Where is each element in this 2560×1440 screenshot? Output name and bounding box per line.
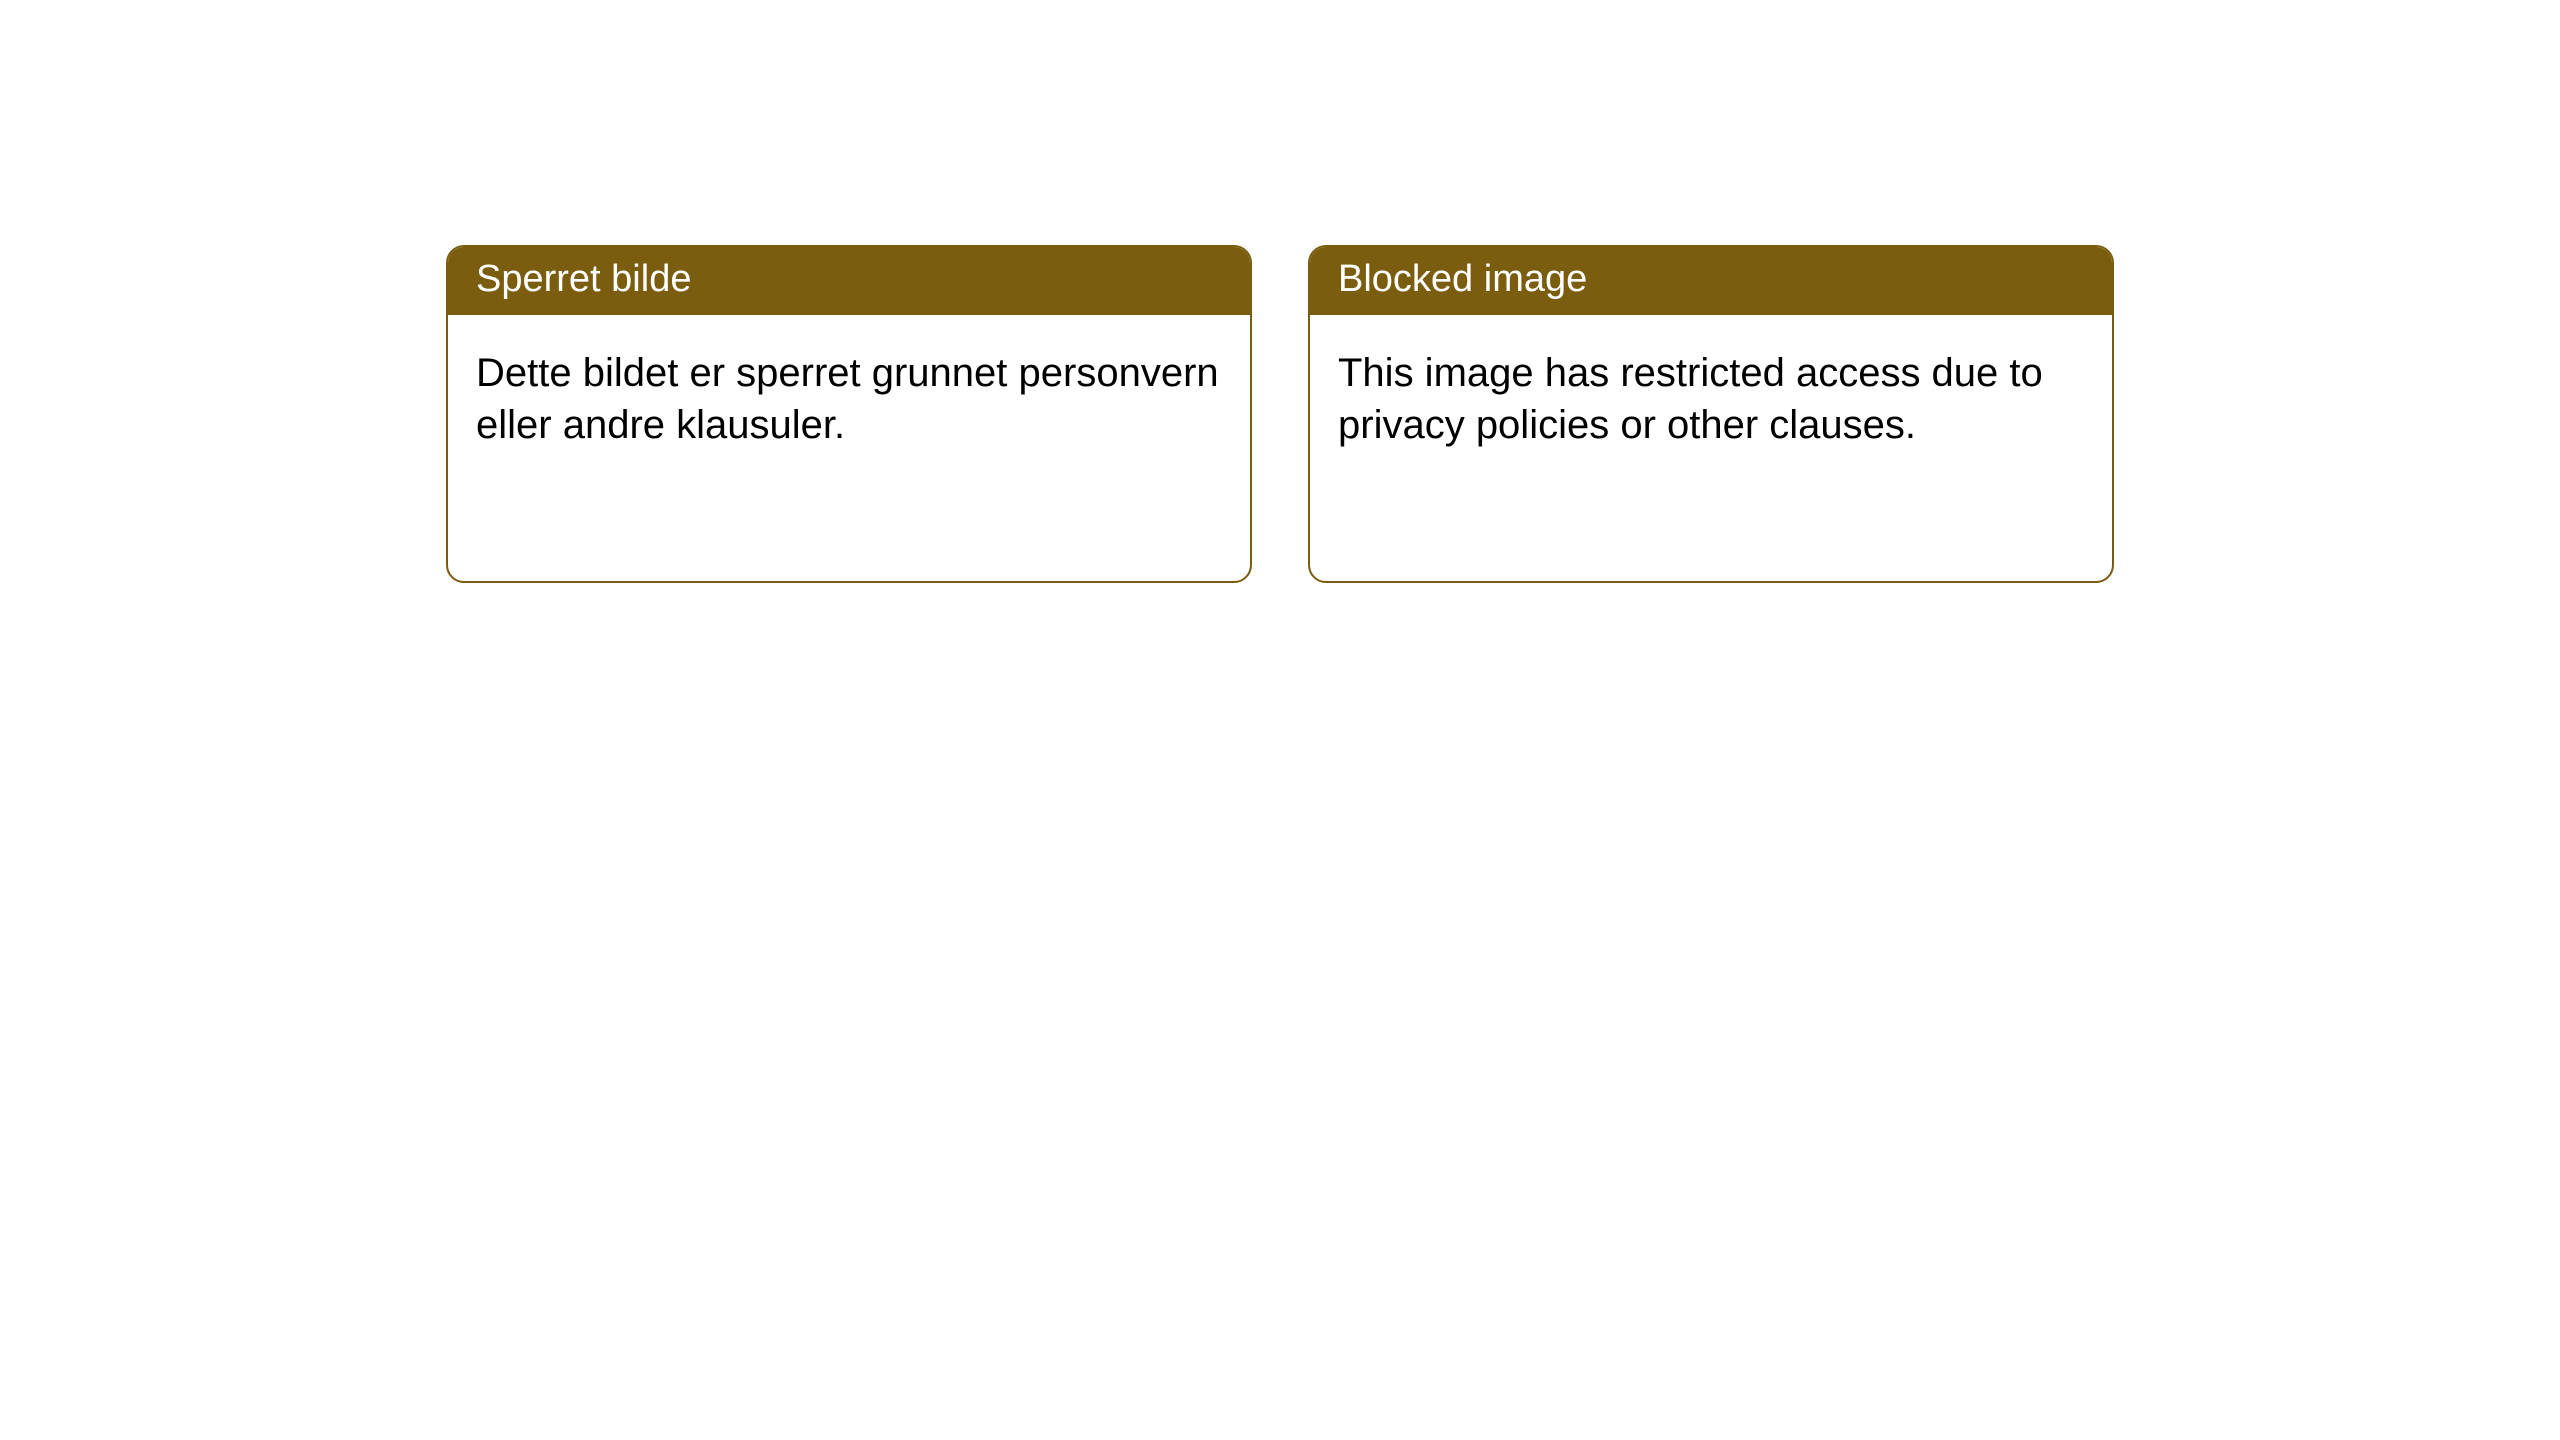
- card-body-text-norwegian: Dette bildet er sperret grunnet personve…: [476, 351, 1219, 448]
- blocked-image-card-english: Blocked image This image has restricted …: [1308, 245, 2114, 583]
- card-body-text-english: This image has restricted access due to …: [1338, 351, 2043, 448]
- card-title-norwegian: Sperret bilde: [476, 258, 691, 300]
- card-body-english: This image has restricted access due to …: [1310, 315, 2112, 485]
- card-header-english: Blocked image: [1310, 247, 2112, 315]
- blocked-image-notice-container: Sperret bilde Dette bildet er sperret gr…: [446, 245, 2114, 583]
- card-title-english: Blocked image: [1338, 258, 1587, 300]
- card-body-norwegian: Dette bildet er sperret grunnet personve…: [448, 315, 1250, 485]
- blocked-image-card-norwegian: Sperret bilde Dette bildet er sperret gr…: [446, 245, 1252, 583]
- card-header-norwegian: Sperret bilde: [448, 247, 1250, 315]
